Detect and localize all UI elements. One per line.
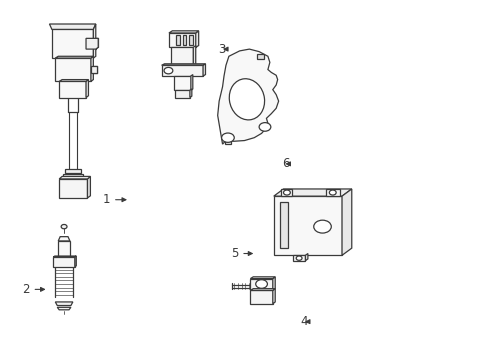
Text: 3: 3 <box>218 42 225 55</box>
Circle shape <box>61 225 67 229</box>
Circle shape <box>296 256 302 260</box>
Circle shape <box>329 190 335 195</box>
Polygon shape <box>190 75 192 90</box>
Polygon shape <box>305 253 307 261</box>
Polygon shape <box>182 35 186 45</box>
Polygon shape <box>86 80 88 98</box>
Ellipse shape <box>229 79 264 120</box>
Polygon shape <box>59 80 88 81</box>
Polygon shape <box>188 35 192 45</box>
Polygon shape <box>59 179 87 198</box>
Polygon shape <box>273 189 351 196</box>
Text: 2: 2 <box>22 283 30 296</box>
Polygon shape <box>49 24 96 30</box>
Polygon shape <box>273 196 341 255</box>
Polygon shape <box>250 279 272 291</box>
Text: 6: 6 <box>282 157 289 170</box>
Polygon shape <box>91 66 97 73</box>
Polygon shape <box>280 202 288 248</box>
Polygon shape <box>272 289 275 304</box>
Polygon shape <box>55 56 93 58</box>
Polygon shape <box>341 189 351 255</box>
Polygon shape <box>87 176 90 198</box>
Polygon shape <box>161 65 203 76</box>
Circle shape <box>255 280 267 288</box>
Circle shape <box>259 123 270 131</box>
Polygon shape <box>173 76 190 90</box>
Polygon shape <box>193 45 195 65</box>
Polygon shape <box>63 174 82 178</box>
Polygon shape <box>53 256 76 257</box>
Polygon shape <box>250 277 275 279</box>
Polygon shape <box>168 31 198 33</box>
Polygon shape <box>272 277 275 291</box>
Polygon shape <box>59 176 90 179</box>
Polygon shape <box>195 31 198 47</box>
Polygon shape <box>257 54 264 59</box>
Polygon shape <box>58 237 70 241</box>
Polygon shape <box>168 33 195 47</box>
Polygon shape <box>93 24 96 58</box>
Polygon shape <box>217 49 278 144</box>
Polygon shape <box>189 89 191 98</box>
Polygon shape <box>281 189 292 196</box>
Circle shape <box>163 67 172 74</box>
Polygon shape <box>224 140 231 144</box>
Polygon shape <box>58 241 70 257</box>
Polygon shape <box>175 90 189 98</box>
Text: 4: 4 <box>300 315 307 328</box>
Polygon shape <box>176 35 180 45</box>
Polygon shape <box>65 169 81 173</box>
Polygon shape <box>91 56 93 81</box>
Polygon shape <box>53 257 75 267</box>
Polygon shape <box>55 302 73 306</box>
Text: 5: 5 <box>231 247 238 260</box>
Text: 1: 1 <box>102 193 110 206</box>
Polygon shape <box>52 30 93 58</box>
Polygon shape <box>59 81 86 98</box>
Polygon shape <box>86 39 98 49</box>
Circle shape <box>313 220 330 233</box>
Polygon shape <box>203 64 205 76</box>
Polygon shape <box>250 289 275 291</box>
Polygon shape <box>55 58 91 81</box>
Polygon shape <box>250 291 272 304</box>
Circle shape <box>221 133 234 142</box>
Polygon shape <box>161 64 205 65</box>
Polygon shape <box>75 256 76 267</box>
Polygon shape <box>326 189 339 196</box>
Polygon shape <box>57 307 71 310</box>
Circle shape <box>283 190 290 195</box>
Polygon shape <box>171 47 193 65</box>
Polygon shape <box>293 255 305 261</box>
